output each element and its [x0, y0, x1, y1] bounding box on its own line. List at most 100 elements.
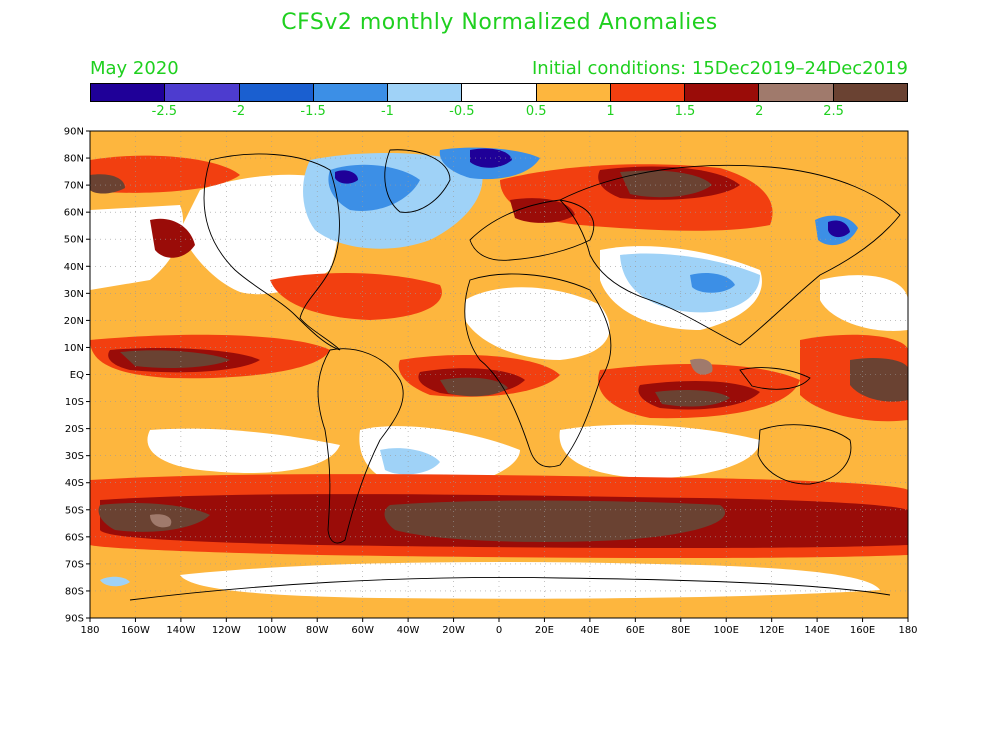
legend-swatch-5: [462, 84, 537, 101]
north-america-white: [180, 174, 340, 295]
lat-tick-label: 50N: [64, 235, 84, 246]
legend-label: 2: [755, 104, 764, 119]
north-pacific-brown: [90, 174, 125, 194]
legend-swatch-10: [833, 84, 907, 101]
siberia-brown: [620, 170, 712, 198]
initial-conditions: Initial conditions: 15Dec2019–24Dec2019: [531, 58, 908, 79]
lon-tick-label: 40W: [397, 625, 420, 636]
lat-tick-label: 10S: [65, 397, 84, 408]
canada-west-dark-red: [150, 218, 195, 258]
greenland-coast: [384, 149, 451, 213]
lat-tick-label: 60S: [65, 532, 84, 543]
legend-swatch-0: [91, 84, 166, 101]
legend-swatch-7: [610, 84, 686, 101]
north-america-coast: [203, 153, 341, 351]
lat-tick-label: 90N: [64, 127, 84, 138]
lon-tick-label: 120W: [212, 625, 241, 636]
lat-tick-label: 20S: [65, 424, 84, 435]
legend-swatch-8: [685, 84, 760, 101]
africa-coast: [464, 273, 612, 468]
lon-tick-label: 60W: [351, 625, 374, 636]
latitude-labels: 90N 80N 70N 60N 50N 40N 30N 20N 10N EQ 10S 20S 30S 40…: [64, 127, 90, 625]
legend-label: -0.5: [449, 104, 475, 119]
legend-swatch-3: [313, 84, 389, 101]
legend-label: 0.5: [525, 104, 547, 119]
antarctica-coast: [129, 577, 891, 601]
lat-tick-label: 40N: [64, 262, 84, 273]
positive-high-regions: [150, 358, 713, 528]
lon-tick-label: 120E: [759, 625, 784, 636]
legend-swatch-2: [239, 84, 314, 101]
tibet-blue: [690, 273, 735, 293]
lon-tick-label: 180: [80, 625, 99, 636]
legend-label: -2: [232, 104, 246, 119]
canada-dark-blue: [335, 170, 358, 184]
legend-label: 2.5: [823, 104, 844, 119]
legend-swatch-9: [759, 84, 834, 101]
atlantic-brown: [440, 377, 508, 397]
grid-lines: [90, 131, 908, 618]
south-america-coast: [317, 348, 404, 544]
legend-label: 1: [606, 104, 615, 119]
indonesia-coast: [739, 367, 811, 390]
positive-extreme-regions: [90, 170, 908, 542]
lon-tick-label: 80E: [671, 625, 690, 636]
south-pacific-light: [380, 448, 440, 475]
atlantic-red: [270, 273, 442, 320]
lon-tick-label: 160E: [850, 625, 875, 636]
south-pacific-light-brown: [150, 514, 172, 528]
asia-coast: [559, 164, 901, 346]
africa-white: [465, 287, 610, 360]
south-indian-white: [559, 424, 760, 479]
australia-coast: [757, 424, 852, 485]
longitude-labels: 180 160W 140W 120W 100W 80W 60W 40W 20W 0 20E 40E 60…: [80, 618, 918, 636]
tropical-pacific-brown: [120, 350, 230, 368]
northeast-asia-dark-blue: [828, 220, 850, 238]
lon-tick-label: 100E: [714, 625, 739, 636]
lat-tick-label: 70N: [64, 181, 84, 192]
lat-tick-label: 30N: [64, 289, 84, 300]
lon-tick-label: 160W: [121, 625, 150, 636]
anomaly-field: [90, 131, 908, 618]
europe-dark-red: [510, 198, 575, 223]
legend-labels: -2.5 -2 -1.5 -1 -0.5 0.5 1 1.5 2 2.5: [90, 104, 908, 122]
lat-tick-label: 20N: [64, 316, 84, 327]
lat-tick-label: 70S: [65, 559, 84, 570]
indian-brown: [655, 390, 730, 407]
lon-tick-label: 0: [496, 625, 502, 636]
lat-tick-label: 30S: [65, 451, 84, 462]
west-pacific-brown: [850, 357, 908, 402]
legend-label: -2.5: [151, 104, 178, 119]
legend-label: -1: [380, 104, 394, 119]
coastlines: [129, 149, 901, 601]
lon-tick-label: 20E: [535, 625, 554, 636]
lon-tick-label: 80W: [306, 625, 329, 636]
lat-tick-label: 90S: [65, 614, 84, 625]
forecast-month: May 2020: [90, 58, 179, 79]
legend-swatch-1: [165, 84, 240, 101]
lat-tick-label: 80S: [65, 586, 84, 597]
europe-coast: [469, 199, 595, 261]
legend-swatch-6: [536, 84, 611, 101]
lon-tick-label: 60E: [626, 625, 645, 636]
lat-tick-label: 40S: [65, 478, 84, 489]
southern-ocean-brown: [384, 500, 726, 542]
legend-label: -1.5: [300, 104, 326, 119]
lon-tick-label: 100W: [257, 625, 286, 636]
lon-tick-label: 140E: [804, 625, 829, 636]
lat-tick-label: 60N: [64, 208, 84, 219]
lat-tick-label: 80N: [64, 154, 84, 165]
legend-swatch-4: [388, 84, 463, 101]
antarctic-white: [180, 562, 880, 599]
north-pacific-red: [90, 155, 240, 193]
lat-tick-label: 50S: [65, 505, 84, 516]
central-asia-light: [620, 253, 760, 313]
lon-tick-label: 180: [898, 625, 917, 636]
lon-tick-label: 140W: [166, 625, 195, 636]
north-pacific-east-white: [820, 275, 908, 331]
lon-tick-label: 20W: [442, 625, 465, 636]
south-pacific-white: [147, 428, 340, 473]
antarctica-light: [100, 576, 130, 587]
legend-label: 1.5: [674, 104, 696, 119]
